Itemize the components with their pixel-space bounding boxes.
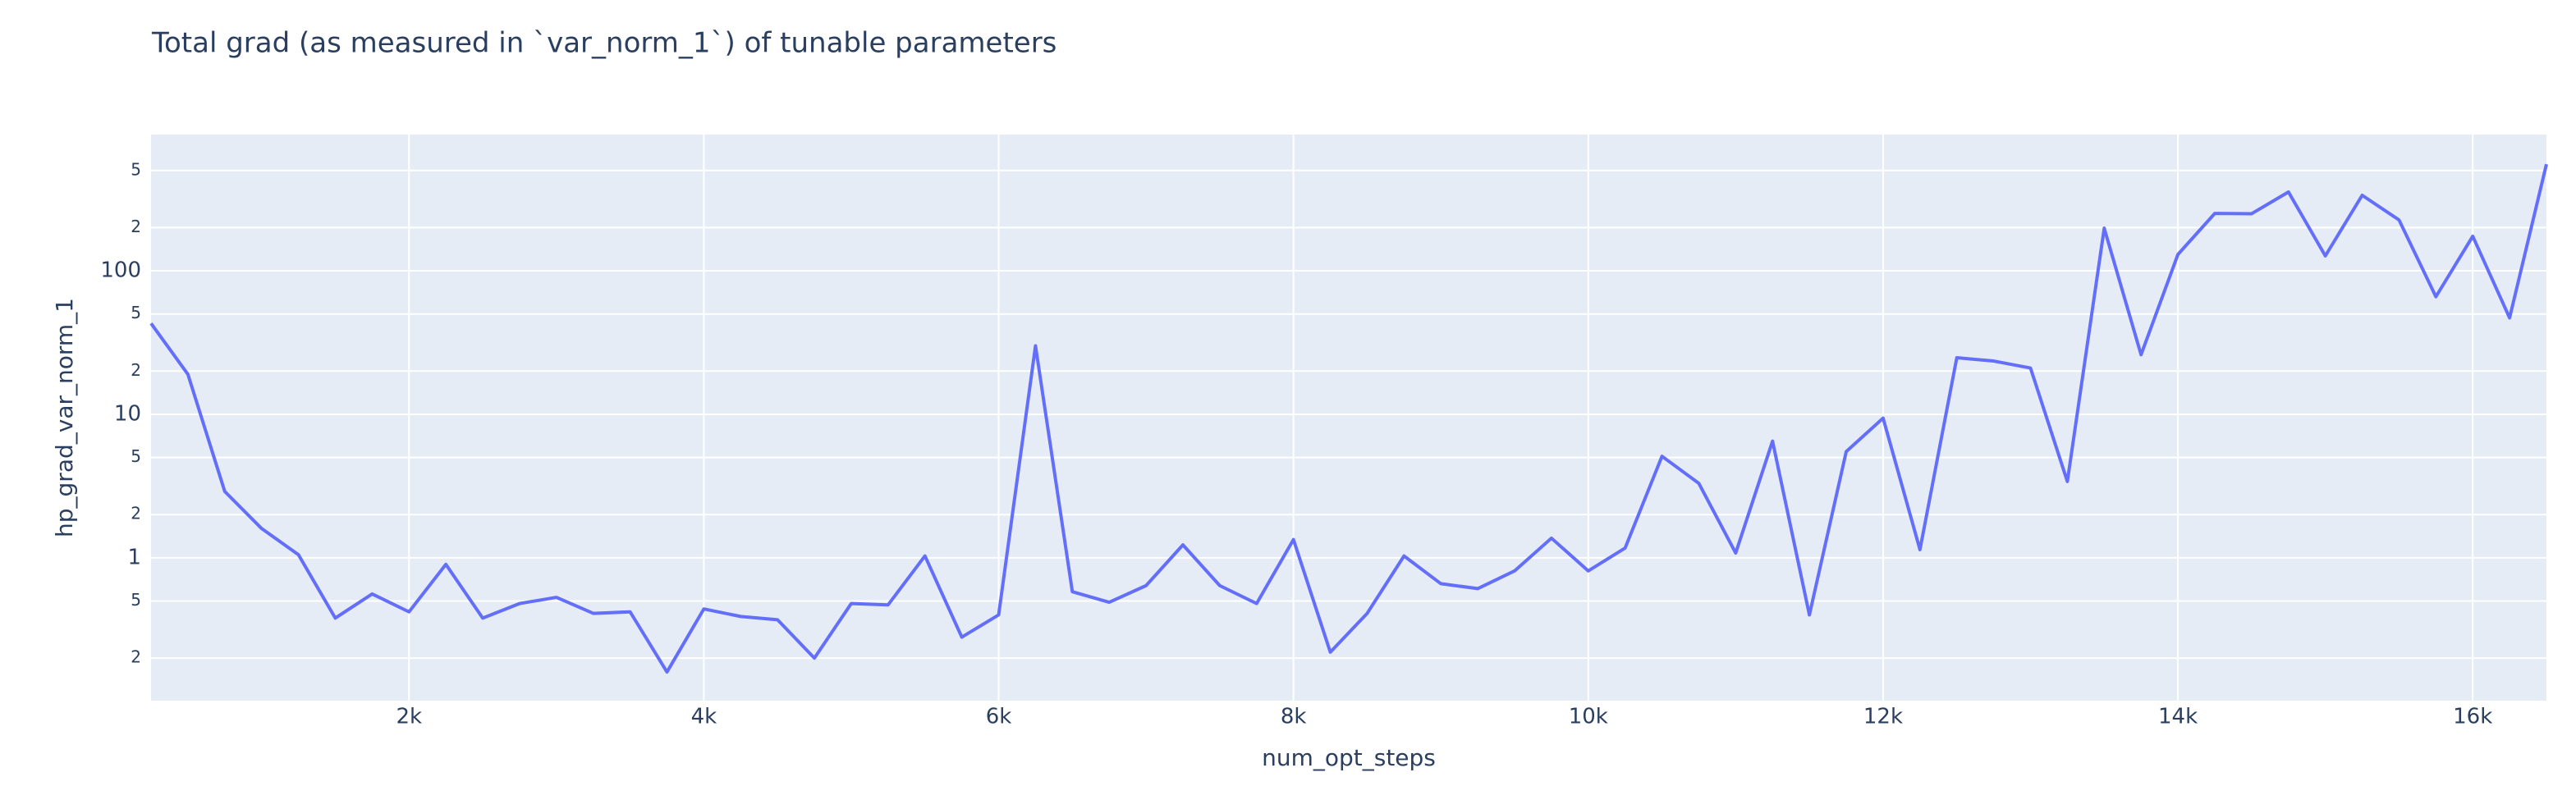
y-tick-label: 2 [131, 217, 141, 236]
y-tick-label: 5 [131, 446, 141, 466]
x-tick-label: 12k [1863, 705, 1903, 729]
y-tick-label: 2 [131, 647, 141, 667]
x-axis-title: num_opt_steps [1262, 744, 1436, 771]
plot-area [151, 135, 2546, 701]
y-tick-label: 2 [131, 360, 141, 380]
x-tick-label: 14k [2158, 705, 2198, 729]
x-tick-label: 10k [1569, 705, 1608, 729]
y-tick-label: 10 [114, 401, 141, 426]
y-tick-label: 1 [127, 545, 141, 569]
y-tick-label: 100 [100, 258, 141, 283]
chart-title: Total grad (as measured in `var_norm_1`)… [151, 27, 1057, 60]
y-tick-label: 5 [131, 159, 141, 179]
x-tick-label: 16k [2453, 705, 2492, 729]
y-tick-label: 5 [131, 303, 141, 322]
y-tick-label: 2 [131, 504, 141, 523]
x-tick-label: 2k [396, 705, 422, 729]
line [149, 163, 2548, 674]
y-axis-title: hp_grad_var_norm_1 [51, 298, 78, 537]
y-tick-label: 5 [131, 590, 141, 610]
x-tick-label: 8k [1281, 705, 1307, 729]
x-tick-label: 6k [986, 705, 1012, 729]
x-tick-label: 4k [691, 705, 717, 729]
